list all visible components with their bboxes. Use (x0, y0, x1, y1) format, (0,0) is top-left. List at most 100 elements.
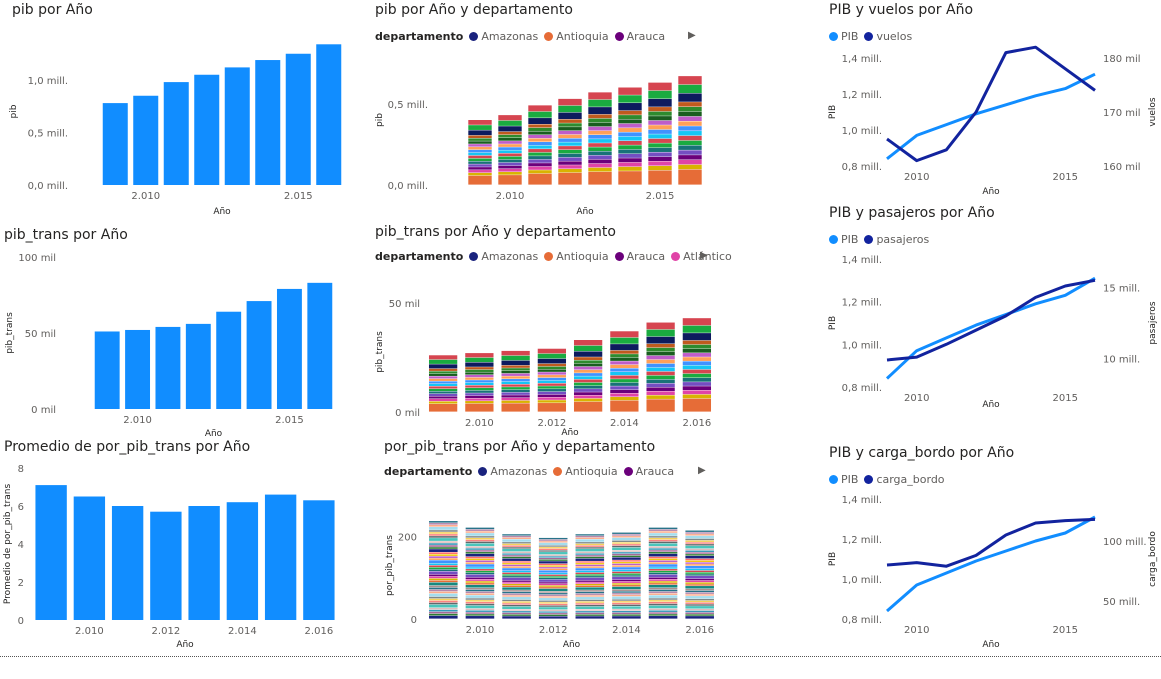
bar-segment (588, 151, 612, 156)
legend-next-arrow-icon[interactable]: ▶ (698, 465, 706, 476)
bar-segment (558, 161, 582, 165)
bar-segment (682, 394, 712, 399)
legend-item[interactable]: Atlántico (671, 250, 732, 263)
y-tick-label: 200 (398, 533, 417, 544)
legend-item[interactable]: Arauca (623, 465, 674, 478)
bar-segment (612, 537, 641, 541)
x-axis-label: Año (982, 187, 1000, 197)
bar-segment (646, 322, 675, 330)
bar-segment (528, 166, 552, 170)
bar-segment (502, 572, 531, 574)
bar-segment (573, 395, 603, 399)
bar-segment (618, 87, 642, 95)
legend-next-arrow-icon[interactable]: ▶ (688, 30, 696, 41)
bar-segment (538, 542, 568, 546)
legend-item[interactable]: Arauca (614, 250, 665, 263)
chart-promedio-por-pib-trans[interactable]: Promedio de por_pib_trans por Año 0 2 4 6 8 2… (0, 437, 360, 653)
bar-segment (538, 579, 568, 582)
legend-item[interactable]: Amazonas (478, 465, 547, 478)
bar-segment (612, 599, 641, 601)
chart-pib-carga-bordo-por-ano[interactable]: PIB y carga_bordo por Año PIB carga_bord… (825, 441, 1161, 656)
bar-segment (502, 566, 531, 568)
bar-segment (465, 527, 495, 530)
bar-segment (575, 604, 605, 607)
bar-segment (648, 170, 672, 185)
bar-segment (575, 547, 605, 549)
bar-segment (575, 542, 605, 544)
legend: PIB vuelos (829, 30, 912, 43)
bar-segment (648, 531, 678, 533)
legend-item[interactable]: Antioquia (553, 465, 618, 478)
bar-segment (465, 598, 495, 600)
bar-segment (429, 596, 458, 599)
bar-segment (558, 165, 582, 169)
bar-segment (498, 150, 522, 154)
x-axis-label: Año (563, 640, 581, 650)
chart-pib-por-ano[interactable]: pib por Año 0,0 mill. 0,5 mill. 1,0 mill. 2… (0, 0, 360, 222)
legend-item[interactable]: vuelos (864, 30, 912, 43)
y-tick-label: 50 mil (25, 329, 56, 340)
bar-segment (646, 351, 675, 356)
bar-segment (429, 565, 458, 568)
chart-title: pib por Año (12, 2, 93, 18)
bar-segment (538, 547, 568, 549)
legend-dot-icon (829, 235, 838, 244)
bar-segment (682, 325, 712, 333)
bar-segment (612, 536, 641, 538)
bar-segment (648, 614, 678, 616)
legend-item[interactable]: PIB (829, 233, 858, 246)
chart-svg: 0,8 mill. 1,0 mill. 1,2 mill. 1,4 mill. 2010… (828, 45, 1158, 197)
bar-segment (429, 534, 458, 536)
bar-segment (648, 120, 672, 125)
bar-segment (648, 552, 678, 554)
chart-pib-por-ano-departamento[interactable]: pib por Año y departamento departamento … (370, 0, 710, 222)
bar-segment (502, 595, 531, 597)
bar-segment (648, 553, 678, 557)
chart-svg: 0,8 mill. 1,0 mill. 1,2 mill. 1,4 mill. 2010… (828, 495, 1158, 650)
bar-segment (648, 593, 678, 595)
chart-por-pib-trans-por-ano-departamento[interactable]: por_pib_trans por Año y departamento dep… (380, 437, 720, 653)
legend-item[interactable]: PIB (829, 473, 858, 486)
bar-segment (537, 363, 567, 367)
bar-segment (685, 592, 714, 594)
chart-pib-trans-por-ano[interactable]: pib_trans por Año 0 mil 50 mil 100 mil 2.01… (0, 224, 360, 440)
bar-segment (610, 371, 639, 376)
bar-segment (648, 156, 672, 162)
legend-item[interactable]: Amazonas (469, 250, 538, 263)
bar-segment (646, 336, 675, 344)
bar-segment (685, 574, 714, 576)
chart-pib-trans-por-ano-departamento[interactable]: pib_trans por Año y departamento departa… (370, 222, 732, 440)
bar-segment (610, 382, 639, 386)
legend-next-arrow-icon[interactable]: ▶ (700, 250, 708, 261)
bar-segment (685, 560, 714, 563)
y-axis-label: pib_trans (5, 312, 15, 354)
bar-segment (573, 351, 603, 357)
bar-segment (682, 361, 712, 366)
legend-item[interactable]: carga_bordo (864, 473, 945, 486)
bar-segment (501, 379, 530, 382)
bar-segment (682, 357, 712, 361)
bar-segment (575, 535, 605, 538)
bar-segment (468, 172, 492, 176)
chart-pib-vuelos-por-ano[interactable]: PIB y vuelos por Año PIB vuelos 0,8 mill… (825, 0, 1161, 205)
bar-segment (648, 111, 672, 116)
bar-segment (612, 571, 641, 574)
bar-segment (678, 111, 702, 117)
bar-segment (588, 126, 612, 131)
bar-segment (465, 537, 495, 540)
legend-item[interactable]: Antioquia (544, 30, 609, 43)
legend-item[interactable]: Amazonas (469, 30, 538, 43)
bar-segment (468, 175, 492, 185)
bar-segment (648, 587, 678, 590)
legend-item[interactable]: pasajeros (864, 233, 929, 246)
bar-segment (648, 574, 678, 578)
bar-segment (502, 561, 531, 563)
legend-item[interactable]: Antioquia (544, 250, 609, 263)
bar-segment (575, 611, 605, 613)
legend-item[interactable]: Arauca (614, 30, 665, 43)
chart-pib-pasajeros-por-ano[interactable]: PIB y pasajeros por Año PIB pasajeros 0,… (825, 201, 1161, 416)
bar-segment (575, 595, 605, 597)
bar-segment (618, 171, 642, 185)
legend-item[interactable]: PIB (829, 30, 858, 43)
bar-segment (646, 399, 675, 412)
